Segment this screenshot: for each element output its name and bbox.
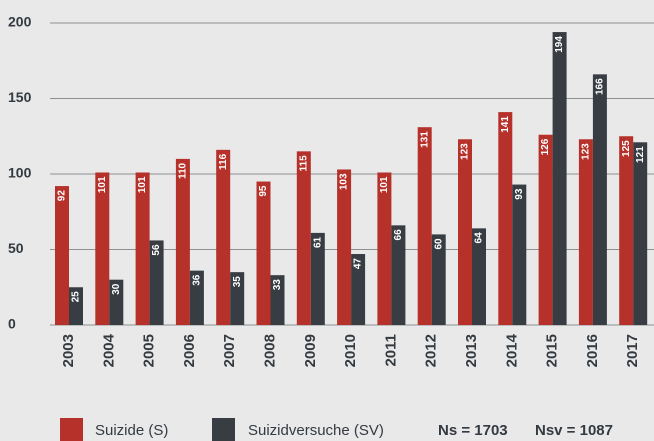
value-label: 194 <box>554 36 565 53</box>
value-label: 166 <box>595 78 606 95</box>
x-tick-label: 2012 <box>423 334 440 367</box>
bar <box>391 225 406 325</box>
value-label: 61 <box>312 236 323 248</box>
bar <box>216 149 231 325</box>
bar <box>417 127 432 325</box>
bar <box>431 234 446 325</box>
bar <box>149 240 164 325</box>
bar <box>633 142 648 325</box>
legend-label: Suizide (S) <box>95 422 168 439</box>
value-label: 101 <box>97 176 108 193</box>
bar <box>552 32 567 326</box>
annotation: Nsv = 1087 <box>535 422 613 439</box>
bar <box>472 228 486 325</box>
bar <box>578 139 593 325</box>
bar <box>55 186 69 325</box>
legend-swatch <box>212 418 235 441</box>
value-label: 93 <box>514 188 525 200</box>
value-label: 116 <box>218 153 229 170</box>
value-label: 141 <box>500 116 511 133</box>
x-tick-label: 2005 <box>141 334 158 367</box>
bar <box>256 181 271 325</box>
value-label: 101 <box>137 176 148 193</box>
value-label: 64 <box>474 232 485 244</box>
y-tick-label: 150 <box>8 89 32 105</box>
value-label: 47 <box>353 258 364 270</box>
bar <box>592 74 607 325</box>
y-tick-label: 0 <box>8 316 16 332</box>
x-tick-label: 2014 <box>503 333 520 367</box>
value-label: 56 <box>151 244 162 256</box>
legend-swatch <box>60 418 83 441</box>
value-label: 95 <box>258 185 269 197</box>
x-tick-label: 2006 <box>181 334 198 367</box>
x-tick-label: 2008 <box>261 334 278 367</box>
value-label: 125 <box>621 140 632 157</box>
y-tick-label: 100 <box>8 165 32 181</box>
x-tick-label: 2017 <box>624 334 641 367</box>
value-label: 60 <box>433 238 444 250</box>
value-label: 25 <box>71 291 82 303</box>
x-tick-label: 2011 <box>382 334 399 367</box>
legend-label: Suizidversuche (SV) <box>248 422 384 439</box>
x-tick-label: 2016 <box>584 334 601 367</box>
value-label: 92 <box>57 190 68 202</box>
bar <box>95 172 110 325</box>
bar <box>109 279 124 325</box>
y-tick-label: 50 <box>8 240 24 256</box>
value-label: 35 <box>232 276 243 288</box>
value-label: 121 <box>635 146 646 163</box>
x-tick-label: 2015 <box>544 334 561 367</box>
x-tick-label: 2003 <box>60 334 77 367</box>
y-tick-label: 200 <box>8 14 32 30</box>
value-label: 126 <box>540 138 551 155</box>
value-label: 30 <box>111 283 122 295</box>
bar <box>498 112 513 325</box>
bar <box>230 272 245 325</box>
x-tick-label: 2013 <box>463 334 480 367</box>
value-label: 123 <box>460 143 471 160</box>
value-label: 103 <box>339 173 350 190</box>
value-label: 131 <box>419 131 430 148</box>
bar <box>296 151 311 325</box>
bar <box>377 172 392 325</box>
bar <box>69 287 83 325</box>
bar <box>619 136 634 325</box>
x-tick-label: 2007 <box>221 334 238 367</box>
bar <box>135 172 150 325</box>
x-tick-label: 2004 <box>100 333 117 367</box>
bar <box>351 254 366 325</box>
value-label: 110 <box>178 162 189 179</box>
bar <box>512 184 527 325</box>
value-label: 115 <box>298 155 309 172</box>
value-label: 101 <box>379 176 390 193</box>
value-label: 66 <box>393 229 404 241</box>
bar <box>458 139 472 325</box>
bar <box>310 232 325 325</box>
bar <box>175 158 190 325</box>
value-label: 123 <box>581 143 592 160</box>
value-label: 33 <box>272 279 283 291</box>
bar <box>189 270 204 325</box>
bar <box>538 134 553 325</box>
bar <box>337 169 352 325</box>
bar <box>270 275 285 325</box>
value-label: 36 <box>192 274 203 286</box>
x-tick-label: 2009 <box>302 334 319 367</box>
annotation: Ns = 1703 <box>438 422 508 439</box>
x-tick-label: 2010 <box>342 334 359 367</box>
